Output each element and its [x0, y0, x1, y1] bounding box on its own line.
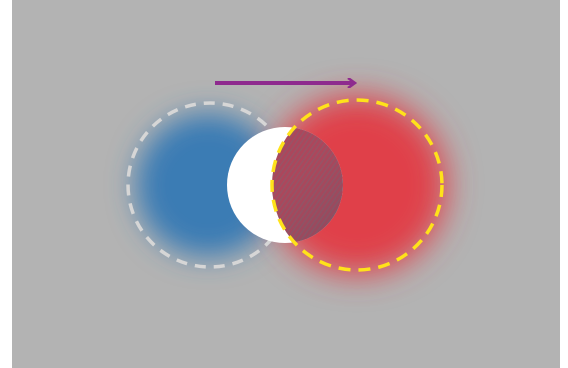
yellow-dashed-ring: [270, 98, 444, 272]
lens-shade: [272, 127, 343, 243]
overlap-lens: [272, 127, 343, 243]
